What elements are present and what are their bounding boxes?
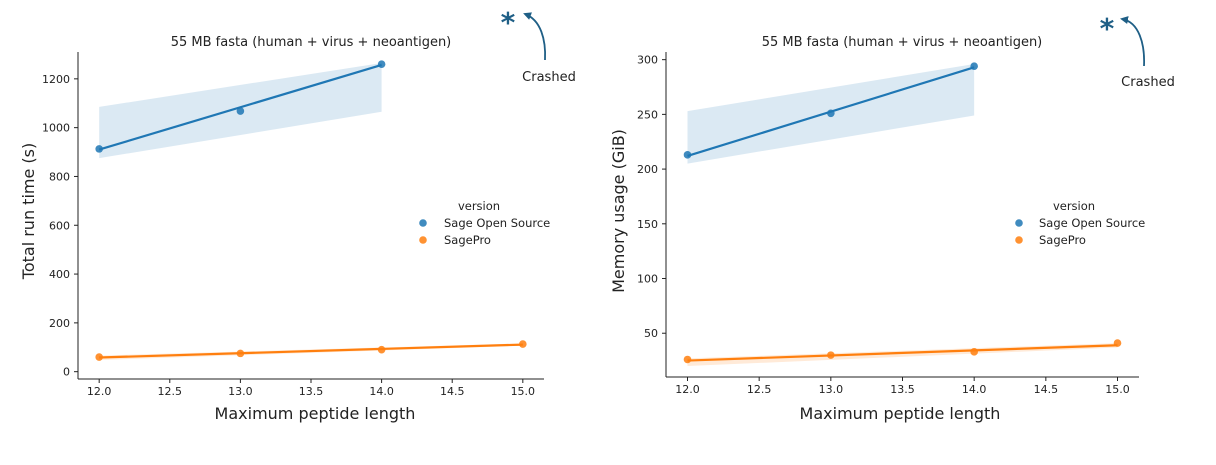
- data-point-sagepro: [519, 340, 527, 348]
- legend-marker-sagepro: [1015, 236, 1023, 244]
- y-tick-label: 600: [49, 219, 70, 232]
- legend-title: version: [1053, 199, 1095, 213]
- crash-asterisk: *: [1100, 12, 1115, 45]
- chart-title: 55 MB fasta (human + virus + neoantigen): [171, 35, 452, 50]
- x-tick-label: 13.5: [890, 383, 915, 396]
- crash-asterisk: *: [501, 6, 516, 39]
- regression-line-sagepro: [99, 343, 523, 359]
- y-tick-label: 200: [637, 163, 658, 176]
- y-tick-label: 150: [637, 218, 658, 231]
- legend-marker-sagepro: [419, 236, 427, 244]
- legend-title: version: [458, 199, 500, 213]
- data-point-sagepro: [236, 349, 245, 358]
- data-point-sagepro: [377, 345, 386, 354]
- x-tick-label: 12.0: [675, 383, 700, 396]
- x-tick-label: 12.5: [747, 383, 772, 396]
- x-tick-label: 13.5: [299, 385, 324, 398]
- x-tick-label: 14.5: [1034, 383, 1059, 396]
- chart-panel-runtime: 55 MB fasta (human + virus + neoantigen)…: [19, 6, 576, 423]
- crash-arrow: [523, 12, 546, 61]
- legend-label-sage-open-source: Sage Open Source: [1039, 216, 1145, 230]
- x-tick-label: 14.0: [962, 383, 987, 396]
- legend-marker-sage-open-source: [1015, 219, 1023, 227]
- y-tick-label: 800: [49, 170, 70, 183]
- data-point-sagepro: [683, 355, 692, 364]
- data-point-sage-open-source: [970, 62, 978, 71]
- regression-line-sagepro: [687, 344, 1118, 362]
- x-tick-label: 15.0: [511, 385, 536, 398]
- y-tick-label: 0: [63, 366, 70, 379]
- y-tick-label: 250: [637, 108, 658, 121]
- data-point-sagepro: [95, 353, 103, 361]
- y-tick-label: 400: [49, 268, 70, 281]
- crash-arrow: [1120, 16, 1145, 67]
- x-tick-label: 12.0: [87, 385, 112, 398]
- data-point-sage-open-source: [95, 145, 103, 153]
- data-point-sage-open-source: [377, 60, 386, 69]
- y-tick-label: 100: [637, 273, 658, 286]
- y-axis-label: Memory usage (GiB): [609, 129, 628, 293]
- y-tick-label: 50: [644, 327, 658, 340]
- legend-marker-sage-open-source: [419, 219, 427, 227]
- y-tick-label: 200: [49, 317, 70, 330]
- y-tick-label: 1000: [42, 122, 70, 135]
- data-point-sage-open-source: [827, 109, 835, 118]
- x-axis-label: Maximum peptide length: [800, 404, 1001, 423]
- data-point-sage-open-source: [236, 107, 245, 115]
- y-tick-label: 1200: [42, 73, 70, 86]
- x-tick-label: 13.0: [228, 385, 253, 398]
- legend-label-sage-open-source: Sage Open Source: [444, 216, 550, 230]
- x-axis-label: Maximum peptide length: [215, 404, 416, 423]
- x-tick-label: 12.5: [158, 385, 183, 398]
- x-tick-label: 14.0: [369, 385, 394, 398]
- data-point-sagepro: [970, 348, 978, 356]
- x-tick-label: 14.5: [440, 385, 465, 398]
- chart-panel-memory: 55 MB fasta (human + virus + neoantigen)…: [609, 12, 1175, 423]
- x-tick-label: 13.0: [819, 383, 844, 396]
- y-axis-label: Total run time (s): [19, 143, 38, 280]
- data-point-sagepro: [827, 351, 835, 359]
- legend-label-sagepro: SagePro: [1039, 233, 1086, 247]
- x-tick-label: 15.0: [1105, 383, 1130, 396]
- data-point-sage-open-source: [683, 151, 692, 159]
- legend-label-sagepro: SagePro: [444, 233, 491, 247]
- crash-annotation-label: Crashed: [522, 70, 576, 85]
- crash-annotation-label: Crashed: [1121, 75, 1175, 90]
- data-point-sagepro: [1113, 339, 1122, 347]
- chart-title: 55 MB fasta (human + virus + neoantigen): [762, 35, 1043, 50]
- y-tick-label: 300: [637, 54, 658, 67]
